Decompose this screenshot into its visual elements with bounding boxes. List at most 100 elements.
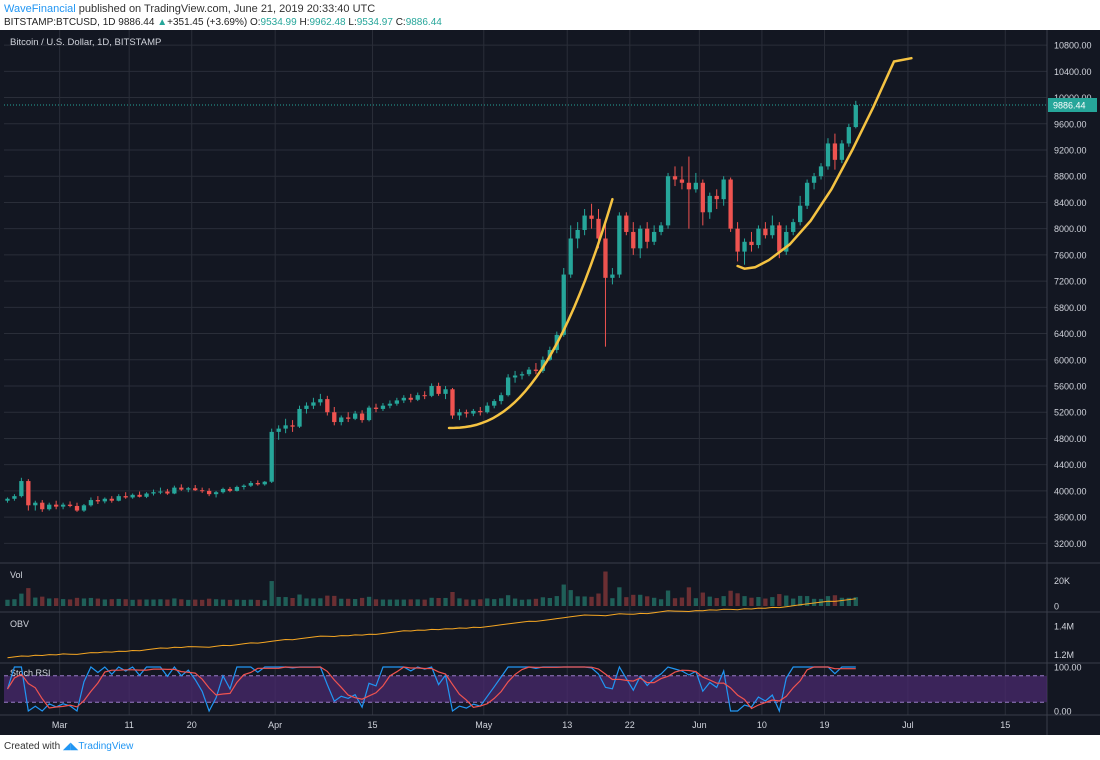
candle-body bbox=[700, 182, 705, 213]
candle-body bbox=[645, 228, 650, 242]
candle-body bbox=[53, 504, 59, 507]
trend-curve-may bbox=[447, 197, 614, 430]
candle-body bbox=[359, 413, 365, 421]
volume-bar bbox=[332, 595, 337, 606]
candle-body bbox=[422, 395, 427, 397]
volume-bar bbox=[603, 571, 608, 606]
candle-body bbox=[791, 222, 796, 232]
volume-bar bbox=[617, 587, 622, 606]
candle-body bbox=[603, 238, 608, 278]
candle-body bbox=[241, 485, 247, 487]
volume-bar bbox=[749, 597, 754, 606]
candle-body bbox=[638, 228, 643, 249]
low-value: 9534.97 bbox=[356, 17, 393, 28]
volume-bar bbox=[67, 599, 73, 606]
price-tick-label: 10800.00 bbox=[1054, 41, 1092, 51]
volume-bar bbox=[485, 598, 490, 606]
price-tick-label: 4800.00 bbox=[1054, 434, 1087, 444]
candle-body bbox=[443, 389, 448, 394]
candle-body bbox=[589, 215, 594, 219]
volume-bar bbox=[686, 587, 692, 606]
volume-bar bbox=[756, 597, 761, 606]
candle-body bbox=[742, 241, 747, 252]
volume-tick-label: 0 bbox=[1054, 602, 1059, 612]
volume-bar bbox=[832, 595, 838, 606]
candle-body bbox=[624, 215, 629, 232]
volume-bar bbox=[200, 599, 205, 606]
volume-bar bbox=[227, 599, 233, 606]
volume-bar bbox=[220, 599, 226, 606]
candle-body bbox=[144, 493, 149, 497]
candle-body bbox=[88, 500, 94, 506]
volume-bar bbox=[554, 596, 559, 606]
candle-body bbox=[394, 400, 400, 404]
volume-bar bbox=[359, 597, 365, 606]
volume-bar bbox=[193, 599, 198, 606]
volume-bar bbox=[408, 599, 413, 606]
low-label: L: bbox=[348, 17, 357, 28]
volume-bar bbox=[241, 599, 247, 606]
candle-body bbox=[853, 105, 858, 128]
volume-bar bbox=[526, 599, 532, 606]
volume-bar bbox=[53, 598, 59, 606]
volume-bar bbox=[95, 598, 101, 606]
candle-body bbox=[471, 410, 476, 414]
candle-body bbox=[304, 405, 309, 409]
candle-body bbox=[172, 487, 177, 494]
candle-body bbox=[179, 487, 184, 490]
candle-body bbox=[811, 176, 817, 183]
volume-bar bbox=[33, 597, 38, 606]
price-tick-label: 8400.00 bbox=[1054, 198, 1087, 208]
candle-body bbox=[686, 182, 692, 190]
candle-body bbox=[95, 500, 101, 502]
price-tick-label: 4400.00 bbox=[1054, 460, 1087, 470]
candle-body bbox=[116, 496, 121, 501]
price-tick-label: 10400.00 bbox=[1054, 67, 1092, 77]
volume-bar bbox=[12, 599, 17, 606]
author-name[interactable]: WaveFinancial bbox=[4, 3, 76, 15]
volume-bar bbox=[791, 598, 796, 606]
volume-bar bbox=[352, 599, 358, 606]
volume-bar bbox=[213, 599, 219, 606]
candle-body bbox=[332, 412, 337, 423]
high-label: H: bbox=[299, 17, 310, 28]
price-tick-label: 7600.00 bbox=[1054, 250, 1087, 260]
volume-bar bbox=[846, 597, 851, 606]
candle-body bbox=[631, 231, 636, 249]
price-chart[interactable]: 3200.00 3600.00 4000.00 4400.00 4800.00 5200.… bbox=[0, 30, 1100, 740]
candle-body bbox=[408, 397, 413, 400]
candle-body bbox=[728, 179, 733, 229]
time-tick-label: May bbox=[475, 720, 493, 730]
volume-bar bbox=[700, 592, 705, 606]
volume-bar bbox=[457, 598, 462, 606]
candle-body bbox=[582, 215, 587, 230]
candle-body bbox=[380, 405, 386, 409]
volume-bar bbox=[568, 590, 573, 606]
candle-body bbox=[485, 405, 490, 413]
volume-bar bbox=[5, 599, 10, 606]
volume-bar bbox=[631, 594, 636, 606]
candle-body bbox=[568, 238, 573, 275]
time-tick-label: 11 bbox=[124, 720, 133, 730]
candle-body bbox=[436, 386, 441, 394]
time-tick-label: 10 bbox=[757, 720, 767, 730]
candle-body bbox=[276, 428, 281, 432]
candle-body bbox=[526, 369, 532, 375]
tradingview-brand[interactable]: TradingView bbox=[78, 741, 134, 752]
price-tick-label: 9200.00 bbox=[1054, 146, 1087, 156]
candle-body bbox=[693, 182, 699, 190]
candle-body bbox=[617, 215, 622, 275]
candle-body bbox=[756, 228, 761, 246]
trend-curve-june bbox=[736, 56, 913, 270]
volume-bar bbox=[74, 597, 80, 606]
volume-bar bbox=[283, 597, 288, 606]
candle-body bbox=[311, 402, 316, 406]
candle-body bbox=[721, 179, 726, 200]
last-price-label: 9886.44 bbox=[1053, 101, 1086, 111]
candle-body bbox=[415, 395, 420, 400]
volume-bar bbox=[255, 599, 260, 606]
volume-bar bbox=[624, 597, 629, 606]
candle-body bbox=[269, 431, 274, 482]
volume-bar bbox=[422, 599, 427, 606]
candle-body bbox=[158, 491, 163, 493]
